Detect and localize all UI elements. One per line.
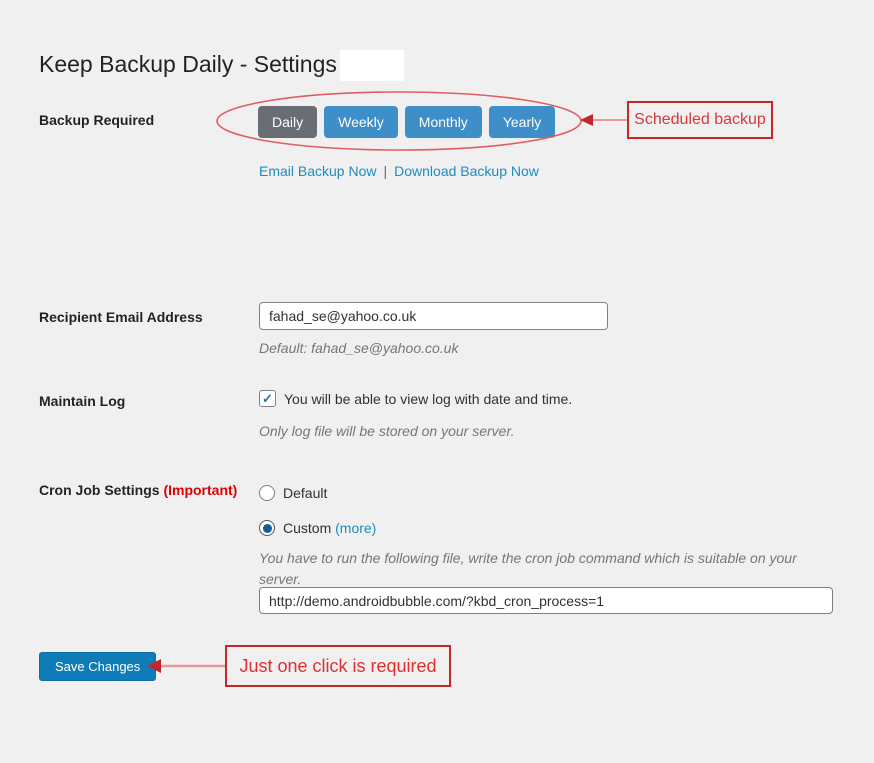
cron-important-badge: (Important) xyxy=(163,482,238,498)
cron-default-row: Default xyxy=(259,485,327,501)
cron-settings-label: Cron Job Settings (Important) xyxy=(39,482,237,498)
maintain-log-hint: Only log file will be stored on your ser… xyxy=(259,423,515,439)
cron-custom-text: Custom xyxy=(283,520,332,536)
monthly-button[interactable]: Monthly xyxy=(404,106,482,138)
backup-required-label: Backup Required xyxy=(39,112,155,128)
backup-frequency-group: Daily Weekly Monthly Yearly xyxy=(258,106,556,138)
cron-default-radio[interactable] xyxy=(259,485,275,501)
link-separator: | xyxy=(383,163,388,179)
cron-custom-row: Custom (more) xyxy=(259,520,376,536)
one-click-arrow xyxy=(147,659,226,673)
maintain-log-checkbox[interactable]: ✓ xyxy=(259,390,276,407)
recipient-email-label: Recipient Email Address xyxy=(39,309,203,325)
title-whiteout-box xyxy=(340,50,404,81)
cron-custom-radio[interactable] xyxy=(259,520,275,536)
page-title: Keep Backup Daily - Settings xyxy=(39,51,337,77)
cron-hint: You have to run the following file, writ… xyxy=(259,550,797,587)
scheduled-backup-annotation: Scheduled backup xyxy=(627,101,773,139)
recipient-email-hint: Default: fahad_se@yahoo.co.uk xyxy=(259,340,459,356)
yearly-button[interactable]: Yearly xyxy=(488,106,556,138)
cron-settings-label-text: Cron Job Settings xyxy=(39,482,160,498)
save-changes-button[interactable]: Save Changes xyxy=(39,652,157,681)
maintain-log-label: Maintain Log xyxy=(39,393,126,409)
maintain-log-row: ✓ You will be able to view log with date… xyxy=(259,390,572,407)
cron-custom-radio-label: Custom (more) xyxy=(283,520,376,536)
download-backup-now-link[interactable]: Download Backup Now xyxy=(394,163,539,179)
daily-button[interactable]: Daily xyxy=(258,106,318,138)
recipient-email-input[interactable] xyxy=(259,302,608,330)
backup-links-row: Email Backup Now | Download Backup Now xyxy=(259,163,539,179)
cron-more-link[interactable]: (more) xyxy=(335,520,377,536)
checkmark-icon: ✓ xyxy=(262,391,273,406)
cron-default-radio-label: Default xyxy=(283,485,328,501)
cron-url-input[interactable] xyxy=(259,587,833,614)
email-backup-now-link[interactable]: Email Backup Now xyxy=(259,163,377,179)
weekly-button[interactable]: Weekly xyxy=(324,106,398,138)
maintain-log-checkbox-label: You will be able to view log with date a… xyxy=(284,390,573,407)
radio-dot-icon xyxy=(262,523,272,533)
scheduled-backup-arrow xyxy=(580,114,628,126)
one-click-annotation: Just one click is required xyxy=(225,645,451,687)
